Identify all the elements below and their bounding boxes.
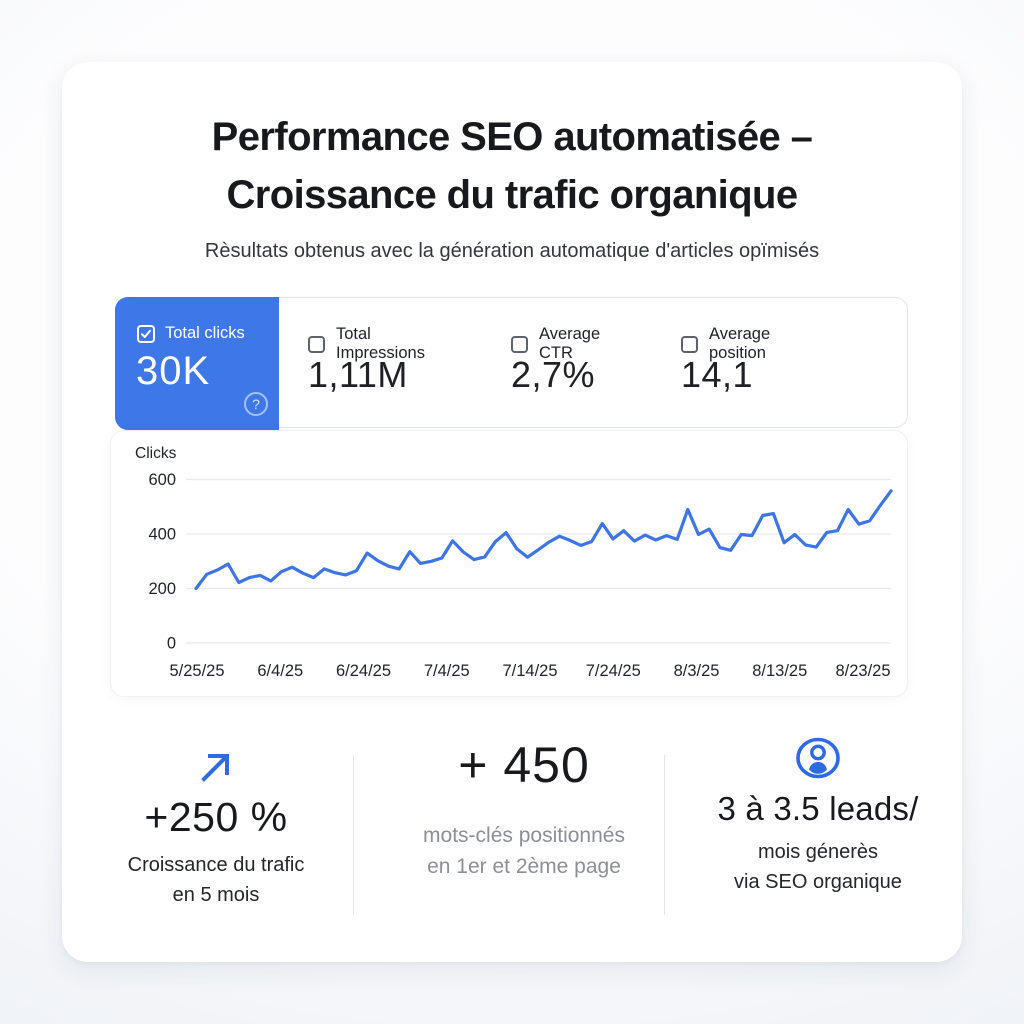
- total-impressions-checkbox[interactable]: [308, 335, 325, 353]
- chart-y-axis-title: Clicks: [135, 445, 177, 462]
- clicks-line-series: [194, 489, 893, 591]
- y-tick-label: 200: [148, 580, 176, 598]
- stat-value: 3 à 3.5 leads/: [717, 790, 919, 827]
- metric-label: Average position: [709, 325, 771, 362]
- metrics-bar: Total clicks 30K ? Total Impressions 1,1…: [115, 297, 908, 430]
- metric-total-clicks[interactable]: Total clicks 30K ?: [115, 297, 279, 430]
- x-tick-label: 8/23/25: [835, 662, 890, 680]
- metric-label: Average CTR: [539, 325, 601, 362]
- average-ctr-checkbox[interactable]: [511, 335, 528, 353]
- x-tick-label: 8/13/25: [752, 662, 807, 680]
- x-tick-label: 7/14/25: [502, 662, 557, 680]
- main-card: Performance SEO automatisée – Croissance…: [62, 62, 962, 962]
- x-tick-label: 5/25/25: [169, 662, 224, 680]
- stats-divider: [664, 755, 665, 915]
- stats-divider: [353, 755, 354, 915]
- page-title: Performance SEO automatisée – Croissance…: [62, 108, 962, 224]
- page-title-line2: Croissance du trafic organique: [226, 173, 798, 217]
- total-clicks-checkbox-checked[interactable]: [137, 324, 155, 343]
- metric-label: Total clicks: [165, 324, 245, 342]
- y-tick-label: 0: [167, 635, 176, 653]
- x-tick-label: 7/4/25: [424, 662, 470, 680]
- page-subtitle: Rèsultats obtenus avec la génération aut…: [204, 240, 820, 262]
- trend-up-arrow-icon: [201, 754, 229, 782]
- stat-traffic-growth: +250 % Croissance du trafic en 5 mois: [66, 746, 366, 910]
- metric-value: 30K: [136, 349, 211, 393]
- stat-description: mots-clés positionnés en 1er et 2ème pag…: [423, 824, 625, 878]
- clicks-chart-panel: Clicks 0 200 400 600 5/25/25 6/4/25 6/24/25 7/4…: [110, 430, 908, 697]
- person-circle-icon: [796, 737, 840, 779]
- stat-value: +250 %: [144, 794, 288, 840]
- y-tick-label: 600: [148, 471, 176, 489]
- y-tick-label: 400: [148, 526, 176, 544]
- stat-value: + 450: [458, 737, 590, 793]
- stat-keywords: + 450 mots-clés positionnés en 1er et 2è…: [364, 736, 684, 882]
- metric-value: 2,7%: [511, 354, 596, 395]
- x-tick-label: 7/24/25: [586, 662, 641, 680]
- stat-description: Croissance du trafic en 5 mois: [127, 854, 305, 906]
- chart-canvas: 0 200 400 600 5/25/25 6/4/25 6/24/25 7/4/25 7/14…: [148, 471, 893, 680]
- checkmark-icon: [141, 329, 151, 338]
- x-tick-label: 6/24/25: [336, 662, 391, 680]
- metric-label: Total Impressions: [336, 325, 425, 362]
- average-position-checkbox[interactable]: [681, 335, 698, 353]
- x-tick-label: 8/3/25: [674, 662, 720, 680]
- metric-value: 1,11M: [308, 354, 408, 395]
- stat-description: mois génerès via SEO organique: [734, 841, 902, 893]
- metric-value: 14,1: [681, 354, 754, 395]
- stat-leads: 3 à 3.5 leads/ mois génerès via SEO orga…: [673, 734, 963, 897]
- page-title-line1: Performance SEO automatisée –: [211, 115, 813, 159]
- help-icon[interactable]: ?: [244, 392, 268, 416]
- x-tick-label: 6/4/25: [257, 662, 303, 680]
